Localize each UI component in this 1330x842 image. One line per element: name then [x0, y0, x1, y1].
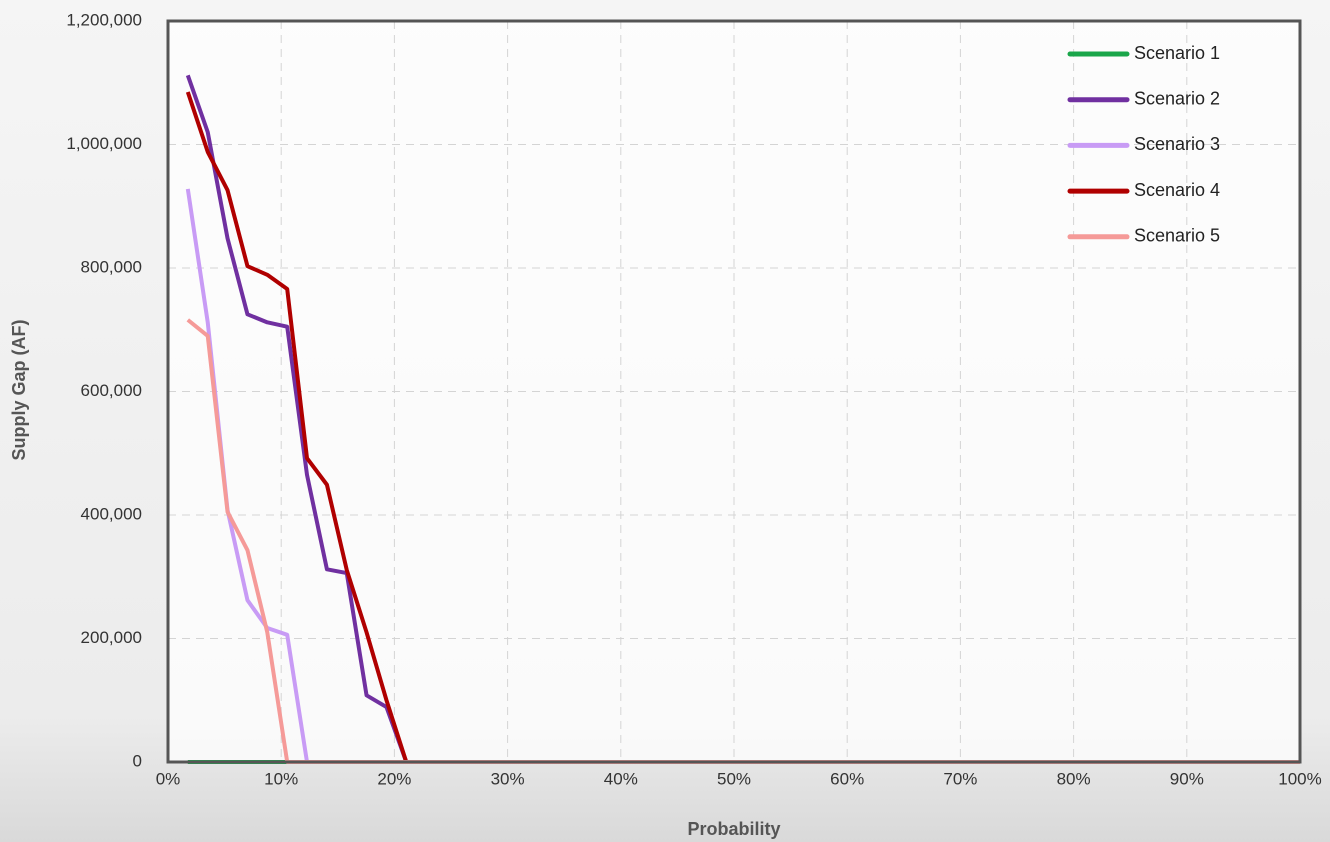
x-tick-label: 80%: [1057, 769, 1091, 788]
x-axis-label: Probability: [687, 819, 780, 839]
legend-label: Scenario 2: [1134, 88, 1220, 108]
y-tick-label: 1,000,000: [66, 134, 142, 153]
x-tick-label: 30%: [491, 769, 525, 788]
y-tick-label: 800,000: [81, 257, 142, 276]
x-tick-label: 90%: [1170, 769, 1204, 788]
y-tick-label: 400,000: [81, 504, 142, 523]
legend-label: Scenario 4: [1134, 180, 1220, 200]
legend-label: Scenario 5: [1134, 226, 1220, 246]
x-tick-label: 20%: [377, 769, 411, 788]
plot-border: [166, 19, 1302, 764]
legend-label: Scenario 3: [1134, 134, 1220, 154]
x-tick-label: 50%: [717, 769, 751, 788]
x-tick-label: 60%: [830, 769, 864, 788]
y-tick-label: 600,000: [81, 381, 142, 400]
x-tick-label: 10%: [264, 769, 298, 788]
x-tick-label: 0%: [156, 769, 181, 788]
y-axis-label: Supply Gap (AF): [9, 320, 29, 461]
y-tick-label: 1,200,000: [66, 10, 142, 29]
y-tick-label: 0: [133, 751, 142, 770]
y-tick-label: 200,000: [81, 628, 142, 647]
legend-label: Scenario 1: [1134, 43, 1220, 63]
x-tick-label: 40%: [604, 769, 638, 788]
x-tick-label: 70%: [943, 769, 977, 788]
x-tick-label: 100%: [1278, 769, 1321, 788]
